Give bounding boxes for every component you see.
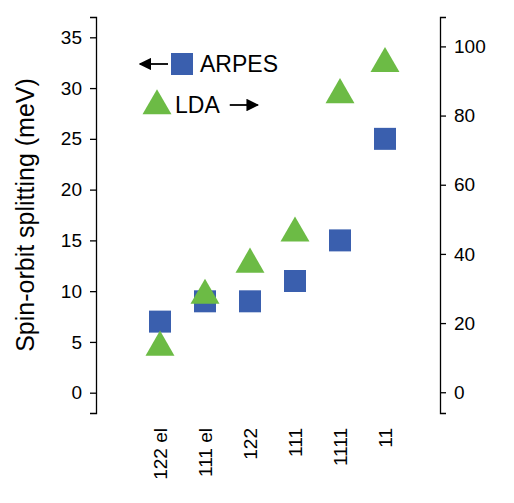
- series-square: [149, 128, 396, 333]
- tick: 100: [440, 36, 486, 57]
- tick-label: 0: [71, 382, 82, 403]
- marker: [284, 270, 306, 292]
- tick-mark: [440, 323, 446, 324]
- tick-mark: [440, 115, 446, 116]
- tick-mark: [90, 342, 96, 343]
- tick-label: 10: [61, 281, 82, 302]
- tick-label: 40: [454, 243, 475, 264]
- tick-label: 100: [454, 36, 486, 57]
- legend-arrow: [140, 63, 168, 65]
- tick-label: 35: [61, 27, 82, 48]
- tick: 30: [61, 78, 96, 99]
- marker: [371, 47, 400, 72]
- tick-mark: [440, 392, 446, 393]
- tick-mark: [90, 88, 96, 89]
- marker: [239, 290, 261, 312]
- tick-mark: [90, 139, 96, 140]
- tick: 40: [440, 243, 475, 264]
- tick-label: 80: [454, 105, 475, 126]
- x-tick-label: 111 el: [195, 428, 216, 477]
- marker: [281, 216, 310, 241]
- marker: [329, 229, 351, 251]
- tick-mark: [90, 37, 96, 38]
- marker: [374, 128, 396, 150]
- tick: 10: [61, 281, 96, 302]
- x-tick-label: 11: [375, 428, 396, 448]
- legend-marker: [143, 89, 172, 114]
- tick-label: 15: [61, 230, 82, 251]
- tick-mark: [440, 254, 446, 255]
- tick-label: 20: [61, 179, 82, 200]
- tick-mark: [90, 393, 96, 394]
- axis-line: [441, 18, 447, 414]
- legend-arrow: [230, 104, 258, 106]
- legend-label: ARPES: [200, 51, 278, 77]
- tick: 80: [440, 105, 475, 126]
- marker: [149, 311, 171, 333]
- tick: 35: [61, 27, 96, 48]
- y-axis: 0 5 10 15 20 25 30 35: [61, 18, 97, 414]
- marker: [191, 279, 220, 304]
- tick: 15: [61, 230, 96, 251]
- tick: 20: [440, 313, 475, 334]
- x-tick-label: 111: [285, 428, 306, 457]
- marker: [326, 78, 355, 103]
- legend: ARPES LDA: [140, 51, 278, 118]
- tick-mark: [440, 46, 446, 47]
- tick-label: 30: [61, 78, 82, 99]
- tick: 5: [71, 332, 96, 353]
- legend-label: LDA: [175, 92, 220, 118]
- tick-label: 20: [454, 313, 475, 334]
- y-axis-title: Spin-orbit splitting (meV): [11, 78, 39, 352]
- x-tick-label: 1111: [330, 428, 351, 466]
- tick-label: 5: [71, 332, 82, 353]
- tick: 20: [61, 179, 96, 200]
- tick-label: 60: [454, 174, 475, 195]
- tick-mark: [90, 189, 96, 190]
- tick: 0: [440, 382, 465, 403]
- axis-line: [90, 18, 97, 414]
- tick-label: 0: [454, 382, 465, 403]
- plot-area: [146, 47, 400, 356]
- tick: 25: [61, 128, 96, 149]
- tick-mark: [90, 291, 96, 292]
- x-tick-label: 122 el: [150, 428, 171, 480]
- marker: [236, 248, 265, 273]
- marker: [146, 331, 175, 356]
- x-tick-label: 122: [240, 428, 261, 460]
- tick: 0: [71, 382, 96, 403]
- series-triangle: [146, 47, 400, 356]
- y2-axis: 0 20 40 60 80 100: [440, 18, 486, 414]
- x-axis: 122 el111 el122111111111: [150, 428, 396, 480]
- tick-label: 25: [61, 128, 82, 149]
- tick-mark: [440, 185, 446, 186]
- chart: 0 5 10 15 20 25 30 35 0 20 40 60 80 100 122 el 111 el 12…: [0, 0, 514, 503]
- legend-marker: [171, 53, 193, 75]
- tick-mark: [90, 240, 96, 241]
- tick: 60: [440, 174, 475, 195]
